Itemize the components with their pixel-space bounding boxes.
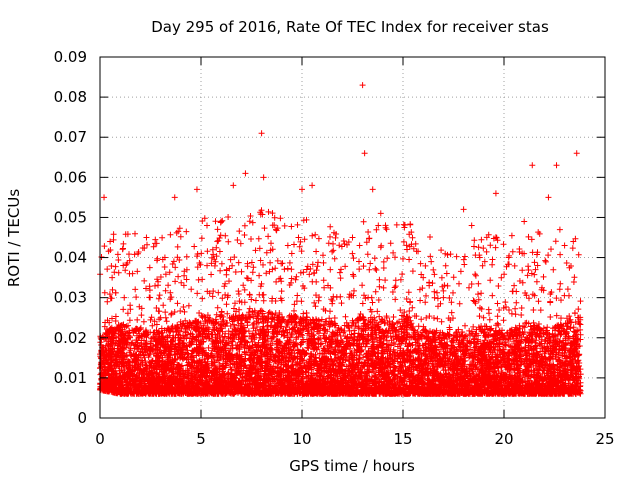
roti-point <box>163 366 170 373</box>
roti-point <box>121 294 128 301</box>
data-points <box>97 82 584 397</box>
roti-point <box>430 334 437 341</box>
roti-point <box>476 254 483 261</box>
roti-point <box>127 370 134 377</box>
axis-ticks <box>99 56 606 419</box>
roti-point <box>561 242 568 249</box>
roti-point <box>361 150 368 157</box>
roti-point <box>468 222 475 229</box>
roti-point <box>575 314 582 321</box>
roti-point <box>177 378 184 385</box>
roti-point <box>553 162 560 169</box>
roti-point <box>230 182 237 189</box>
roti-point <box>250 354 257 361</box>
roti-point <box>107 238 114 245</box>
roti-point <box>143 234 150 241</box>
y-tick-label: 0.02 <box>54 329 87 347</box>
roti-point-cloud <box>97 207 584 397</box>
x-tick-label: 25 <box>595 430 614 448</box>
roti-point <box>260 174 267 181</box>
roti-point <box>299 186 305 193</box>
roti-point <box>242 170 249 177</box>
roti-point <box>339 338 346 345</box>
chart-title: Day 295 of 2016, Rate Of TEC Index for r… <box>151 18 549 36</box>
roti-point <box>369 186 376 193</box>
roti-point <box>521 218 528 225</box>
roti-point <box>545 194 552 201</box>
roti-point <box>224 310 231 317</box>
x-tick-label: 15 <box>393 430 412 448</box>
roti-point <box>327 266 334 273</box>
roti-point <box>103 342 110 349</box>
roti-point <box>204 262 211 269</box>
plot-frame <box>99 56 606 419</box>
roti-point <box>137 362 144 369</box>
roti-point <box>284 242 291 249</box>
roti-point <box>309 182 316 189</box>
roti-point <box>460 206 467 213</box>
roti-point <box>377 210 384 217</box>
roti-point <box>511 282 518 289</box>
roti-point <box>117 354 124 361</box>
roti-point <box>101 194 108 201</box>
roti-point <box>349 234 356 241</box>
roti-point <box>440 294 447 301</box>
roti-point <box>501 346 507 353</box>
y-tick-label: 0.05 <box>54 208 87 226</box>
roti-point <box>573 150 580 157</box>
y-tick-label: 0.09 <box>54 48 87 66</box>
roti-point <box>492 190 499 197</box>
x-axis-label: GPS time / hours <box>289 457 415 475</box>
roti-point <box>385 342 392 349</box>
y-tick-label: 0.06 <box>54 168 87 186</box>
x-tick-label: 20 <box>494 430 513 448</box>
y-axis-label: ROTI / TECUs <box>5 189 23 287</box>
roti-point <box>198 358 204 365</box>
x-tick-labels: 0 5 10 15 20 25 <box>95 430 614 448</box>
y-tick-label: 0.04 <box>54 249 87 267</box>
y-tick-label: 0 <box>77 409 87 427</box>
roti-point <box>212 338 219 345</box>
roti-point <box>412 358 419 365</box>
roti-point <box>484 326 491 333</box>
y-tick-labels: 0 0.01 0.02 0.03 0.04 0.05 0.06 0.07 0.08 0.09 <box>54 48 87 427</box>
roti-point <box>236 330 243 337</box>
roti-point <box>109 274 116 281</box>
roti-point <box>157 314 164 321</box>
roti-point <box>193 186 200 193</box>
x-tick-label: 0 <box>95 430 105 448</box>
roti-point <box>450 362 457 369</box>
y-tick-label: 0.03 <box>54 289 87 307</box>
y-tick-label: 0.01 <box>54 369 87 387</box>
roti-point <box>171 194 178 201</box>
y-tick-label: 0.07 <box>54 128 87 146</box>
roti-point <box>420 274 427 281</box>
roti-point <box>359 82 366 89</box>
y-tick-label: 0.08 <box>54 88 87 106</box>
roti-point <box>294 362 301 369</box>
roti-point <box>278 342 285 349</box>
roti-point <box>258 130 265 137</box>
roti-point <box>395 318 402 325</box>
x-tick-label: 10 <box>292 430 311 448</box>
roti-point <box>268 318 275 325</box>
roti-point <box>319 350 326 357</box>
roti-point <box>529 162 536 169</box>
roti-point <box>537 330 544 337</box>
roti-point <box>149 346 156 353</box>
roti-point <box>133 326 140 333</box>
roti-point <box>569 350 576 357</box>
roti-point <box>218 218 225 225</box>
roti-point <box>185 302 192 309</box>
roti-point <box>113 334 120 341</box>
roti-point <box>404 246 411 253</box>
x-tick-label: 5 <box>196 430 206 448</box>
